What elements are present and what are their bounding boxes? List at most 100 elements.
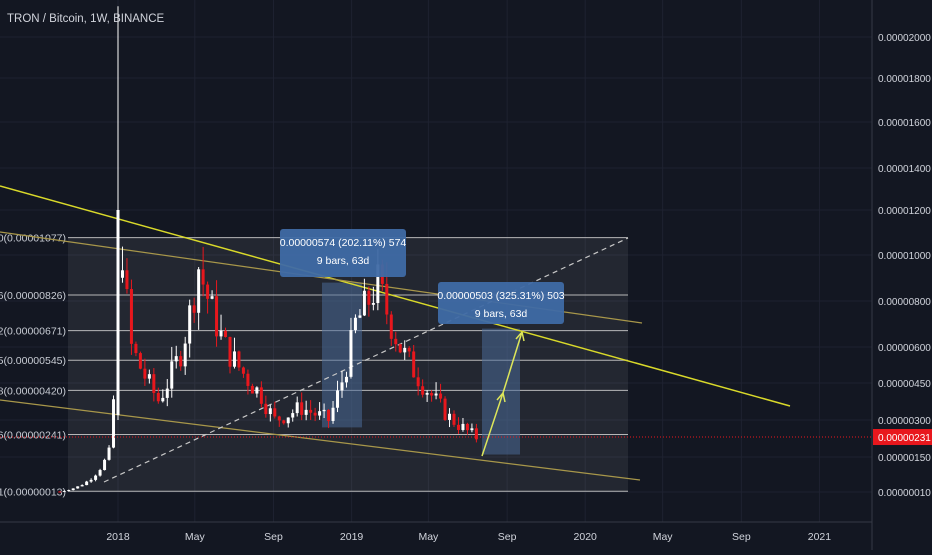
candle-body-17 (134, 343, 138, 354)
annotation-line2-2: 9 bars, 63d (475, 308, 528, 320)
time-axis[interactable]: 2018 May Sep 2019 May Sep 2020 May Sep 2021 (0, 521, 872, 543)
candle-body-38 (228, 336, 232, 367)
price-tick-6: 0.00000800 (878, 297, 931, 308)
candle-body-20 (147, 374, 151, 379)
candle-body-85 (439, 393, 443, 399)
price-tick-5: 0.00001000 (878, 251, 931, 262)
time-tick-6: 2020 (574, 531, 598, 543)
candle-body-2 (67, 490, 71, 492)
channel-lower (0, 399, 641, 481)
annotation-line1-1: 0.00000574 (202.11%) 574 (280, 237, 407, 249)
candle-body-44 (255, 387, 259, 394)
candle-body-16 (129, 289, 133, 344)
candle-body-49 (277, 416, 281, 421)
candle-body-80 (416, 377, 420, 387)
candle-body-57 (313, 412, 317, 416)
time-tick-3: 2019 (340, 531, 364, 543)
candle-body-63 (340, 382, 344, 391)
candle-body-82 (425, 393, 429, 395)
candle-body-58 (318, 411, 322, 416)
candle-body-6 (85, 481, 89, 486)
price-tick-8: 0.00000450 (878, 379, 931, 390)
annotation-box-2 (438, 282, 564, 324)
candle-body-78 (407, 347, 411, 352)
candle-body-30 (192, 305, 196, 313)
candle-body-39 (232, 351, 236, 367)
candle-body-0 (58, 491, 62, 493)
price-tick-1: 0.00001800 (878, 74, 931, 85)
candle-body-68 (362, 290, 366, 316)
candle-body-5 (80, 485, 84, 487)
fib-label-0: 0(0.00001077) (0, 233, 66, 245)
candle-body-84 (434, 393, 438, 396)
fib-label-5: 86(0.00000241) (0, 430, 66, 442)
candle-body-62 (336, 390, 340, 408)
candle-body-77 (403, 347, 407, 353)
candle-body-79 (412, 351, 416, 378)
fib-label-6: 1(0.00000013) (0, 486, 66, 498)
fib-label-1: 36(0.00000826) (0, 290, 66, 302)
candle-body-40 (237, 351, 241, 368)
candle-body-53 (295, 402, 299, 414)
candle-body-90 (461, 423, 465, 430)
price-tick-10: 0.00000150 (878, 453, 931, 464)
candle-body-89 (456, 424, 460, 430)
candle-body-35 (215, 296, 219, 337)
candle-body-92 (470, 428, 474, 431)
measure-box-1 (322, 282, 362, 428)
candle-body-33 (206, 284, 210, 299)
candle-body-48 (273, 408, 277, 417)
candle-body-3 (71, 488, 75, 491)
candle-body-29 (188, 305, 192, 344)
candle-body-37 (224, 330, 228, 337)
price-tick-11: 0.00000010 (878, 488, 931, 499)
time-tick-2: Sep (264, 531, 283, 543)
chart-title: TRON / Bitcoin, 1W, BINANCE (7, 13, 165, 25)
candle-body-32 (201, 269, 205, 285)
projection-arrows (481, 331, 525, 457)
candle-body-88 (452, 413, 456, 425)
candle-body-76 (398, 344, 402, 353)
candle-body-54 (300, 402, 304, 415)
annotation-line1-2: 0.00000503 (325.31%) 503 (437, 290, 564, 302)
candles (58, 6, 478, 493)
candle-body-24 (165, 388, 169, 398)
candle-body-61 (331, 407, 335, 421)
candle-body-93 (474, 428, 478, 440)
candle-body-23 (161, 397, 165, 402)
dashed-diagonal (103, 237, 629, 483)
candle-body-59 (322, 409, 326, 412)
measure-annotations: 0.00000574 (202.11%) 574 9 bars, 63d 0.000… (280, 229, 565, 324)
candle-body-86 (443, 398, 447, 420)
candle-body-52 (291, 413, 295, 418)
candle-body-81 (421, 386, 425, 395)
candle-body-64 (344, 376, 348, 383)
candle-body-87 (448, 413, 452, 420)
candle-body-73 (385, 283, 389, 315)
candle-body-13 (116, 210, 120, 416)
candle-body-74 (389, 314, 393, 339)
candle-body-42 (246, 373, 250, 386)
price-tick-2: 0.00001600 (878, 118, 931, 129)
candle-body-45 (259, 387, 263, 404)
candle-body-18 (138, 353, 142, 369)
candle-body-46 (264, 403, 268, 415)
time-tick-8: Sep (732, 531, 751, 543)
arrow-2-shaft (502, 331, 523, 394)
price-axis[interactable]: 0.00002000 0.00001800 0.00001600 0.00001400… (871, 0, 932, 550)
time-tick-5: Sep (498, 531, 517, 543)
candle-body-67 (358, 315, 362, 318)
candle-body-60 (327, 409, 331, 421)
arrow-2-head (515, 331, 525, 342)
time-tick-1: May (185, 531, 206, 543)
fib-label-3: .5(0.00000545) (0, 355, 66, 367)
arrow-1-head (496, 392, 506, 403)
candle-body-28 (183, 343, 187, 367)
upper-trendline (0, 185, 791, 407)
candle-body-19 (143, 368, 147, 379)
candle-body-11 (107, 447, 111, 460)
candle-body-75 (394, 338, 398, 345)
candle-body-31 (197, 269, 201, 313)
